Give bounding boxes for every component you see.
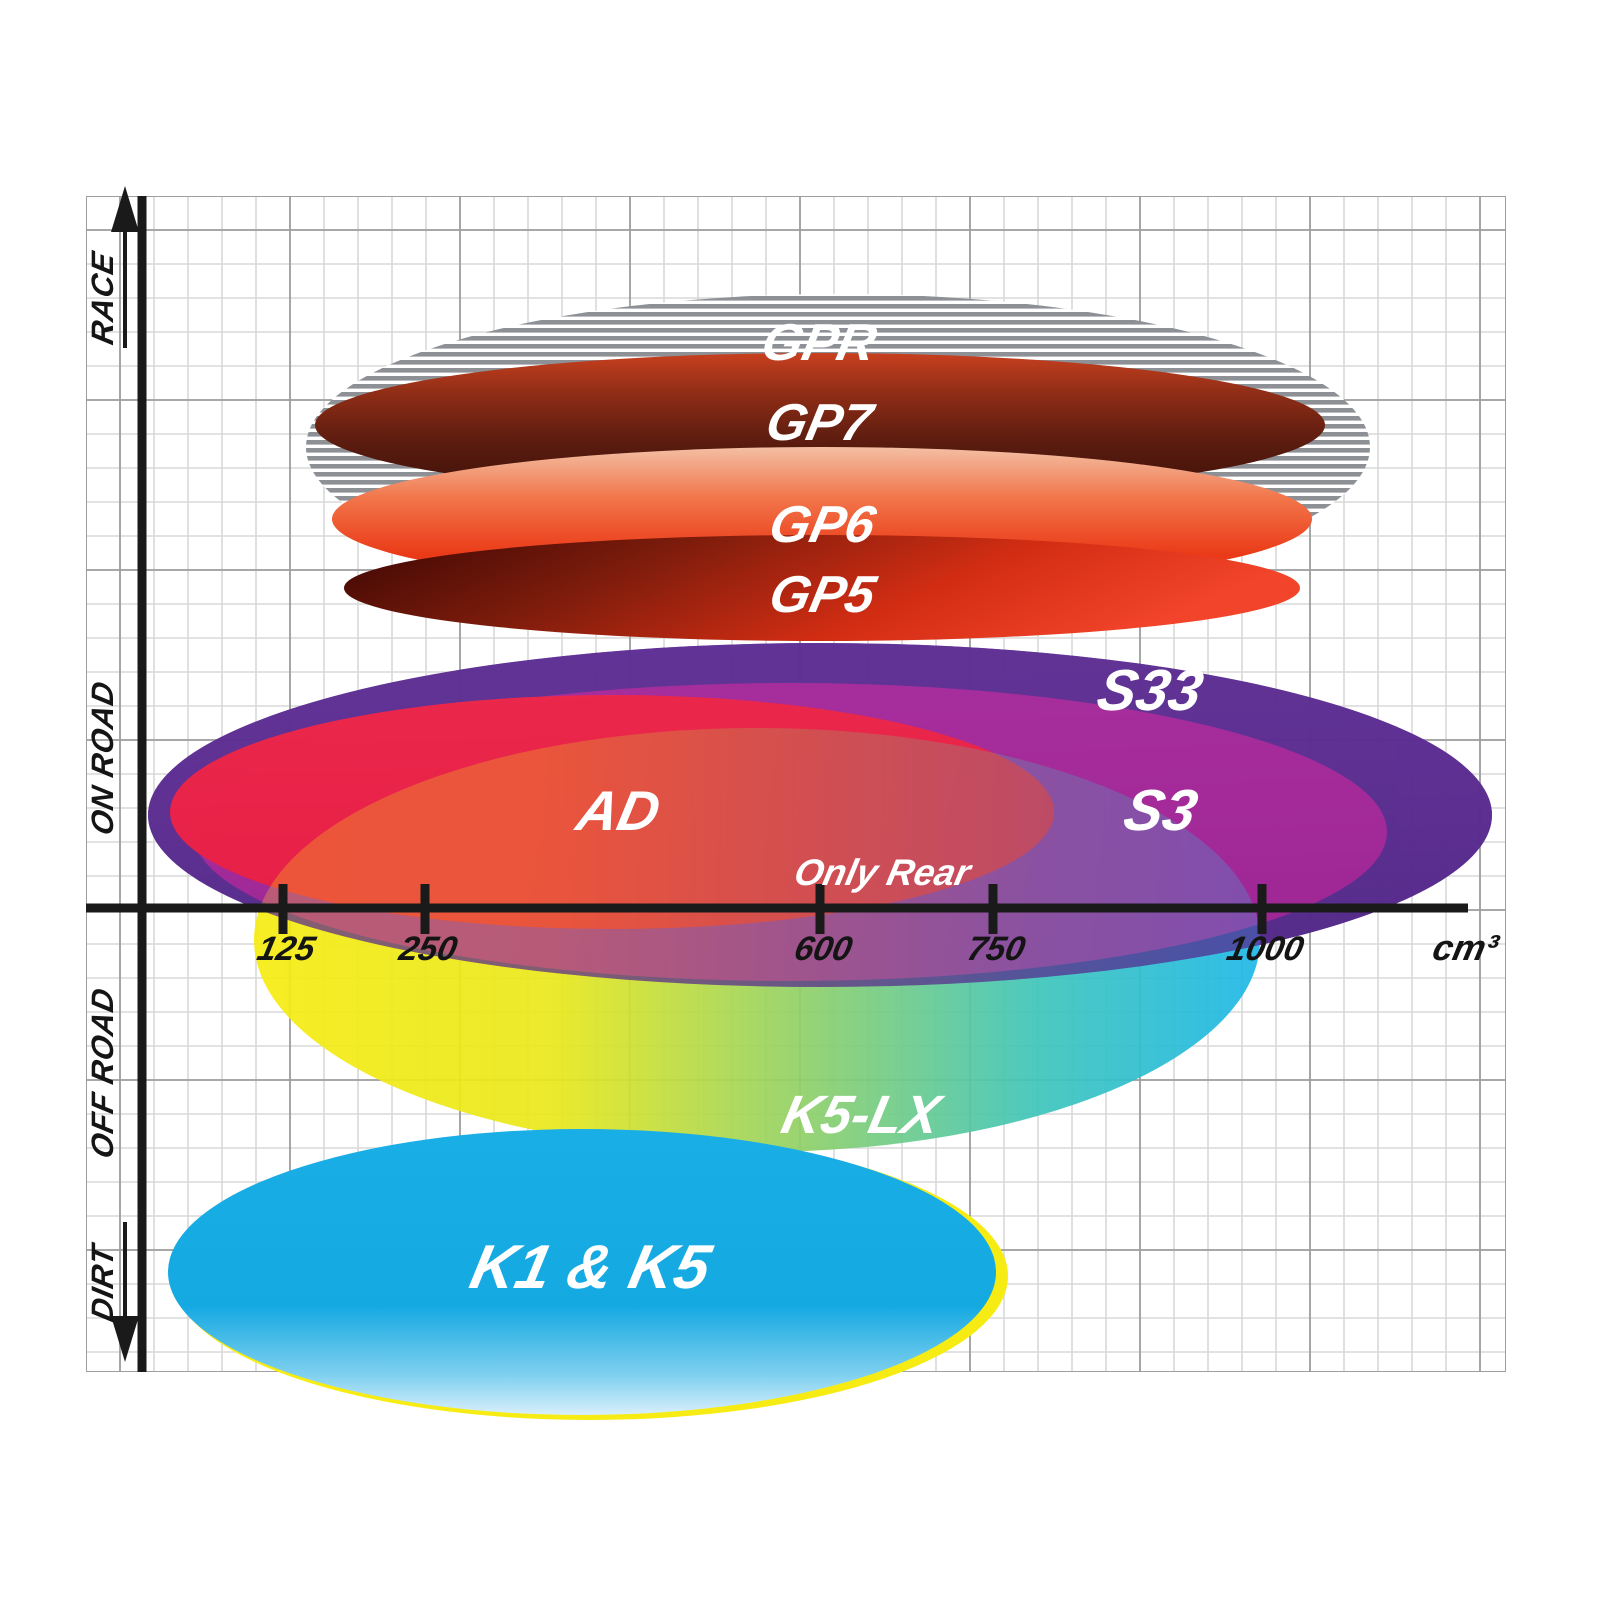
region-label-k5lx: K5-LX: [777, 1085, 949, 1145]
x-tick-label-125: 125: [254, 930, 320, 968]
x-axis-unit-label: cm³: [1429, 927, 1502, 968]
dirt-region-group: [168, 1129, 1008, 1420]
region-label-s3: S3: [1118, 779, 1203, 843]
dirt-direction-arrow: [111, 1222, 139, 1362]
region-ellipse-k1k5[interactable]: [168, 1129, 996, 1415]
region-label-only-rear: Only Rear: [791, 851, 977, 893]
y-band-label-dirt: DIRT: [85, 1239, 120, 1324]
race-region-group: [306, 294, 1370, 641]
region-label-gp5: GP5: [764, 566, 881, 624]
x-tick-label-750: 750: [964, 930, 1029, 968]
region-label-k1k5: K1 & K5: [464, 1233, 718, 1302]
region-label-s33: S33: [1092, 659, 1209, 723]
y-axis-band-labels: RACE ON ROAD OFF ROAD DIRT: [85, 248, 120, 1324]
region-ellipse-gp5[interactable]: [344, 535, 1300, 641]
y-band-label-offroad: OFF ROAD: [85, 984, 120, 1161]
region-label-gp7: GP7: [761, 394, 880, 452]
y-band-label-race: RACE: [85, 248, 120, 347]
y-band-label-onroad: ON ROAD: [85, 677, 120, 838]
x-axis-tick-labels: 125 250 600 750 1000 cm³: [254, 927, 1503, 968]
region-label-gpr: GPR: [757, 314, 882, 372]
region-label-gp6: GP6: [764, 496, 881, 554]
x-tick-label-1000: 1000: [1223, 930, 1307, 968]
region-ellipse-ad-overlay: [170, 695, 1054, 929]
region-labels: GPR GP7 GP6 GP5 S33 S3 AD Only Rear K5-L…: [464, 314, 1208, 1302]
x-axis-ticks: [278, 884, 1267, 934]
x-tick-label-600: 600: [791, 930, 856, 968]
region-label-ad: AD: [570, 780, 666, 842]
x-tick-label-250: 250: [395, 930, 461, 968]
race-direction-arrow: [111, 186, 139, 348]
axes-group: [86, 186, 1468, 1372]
